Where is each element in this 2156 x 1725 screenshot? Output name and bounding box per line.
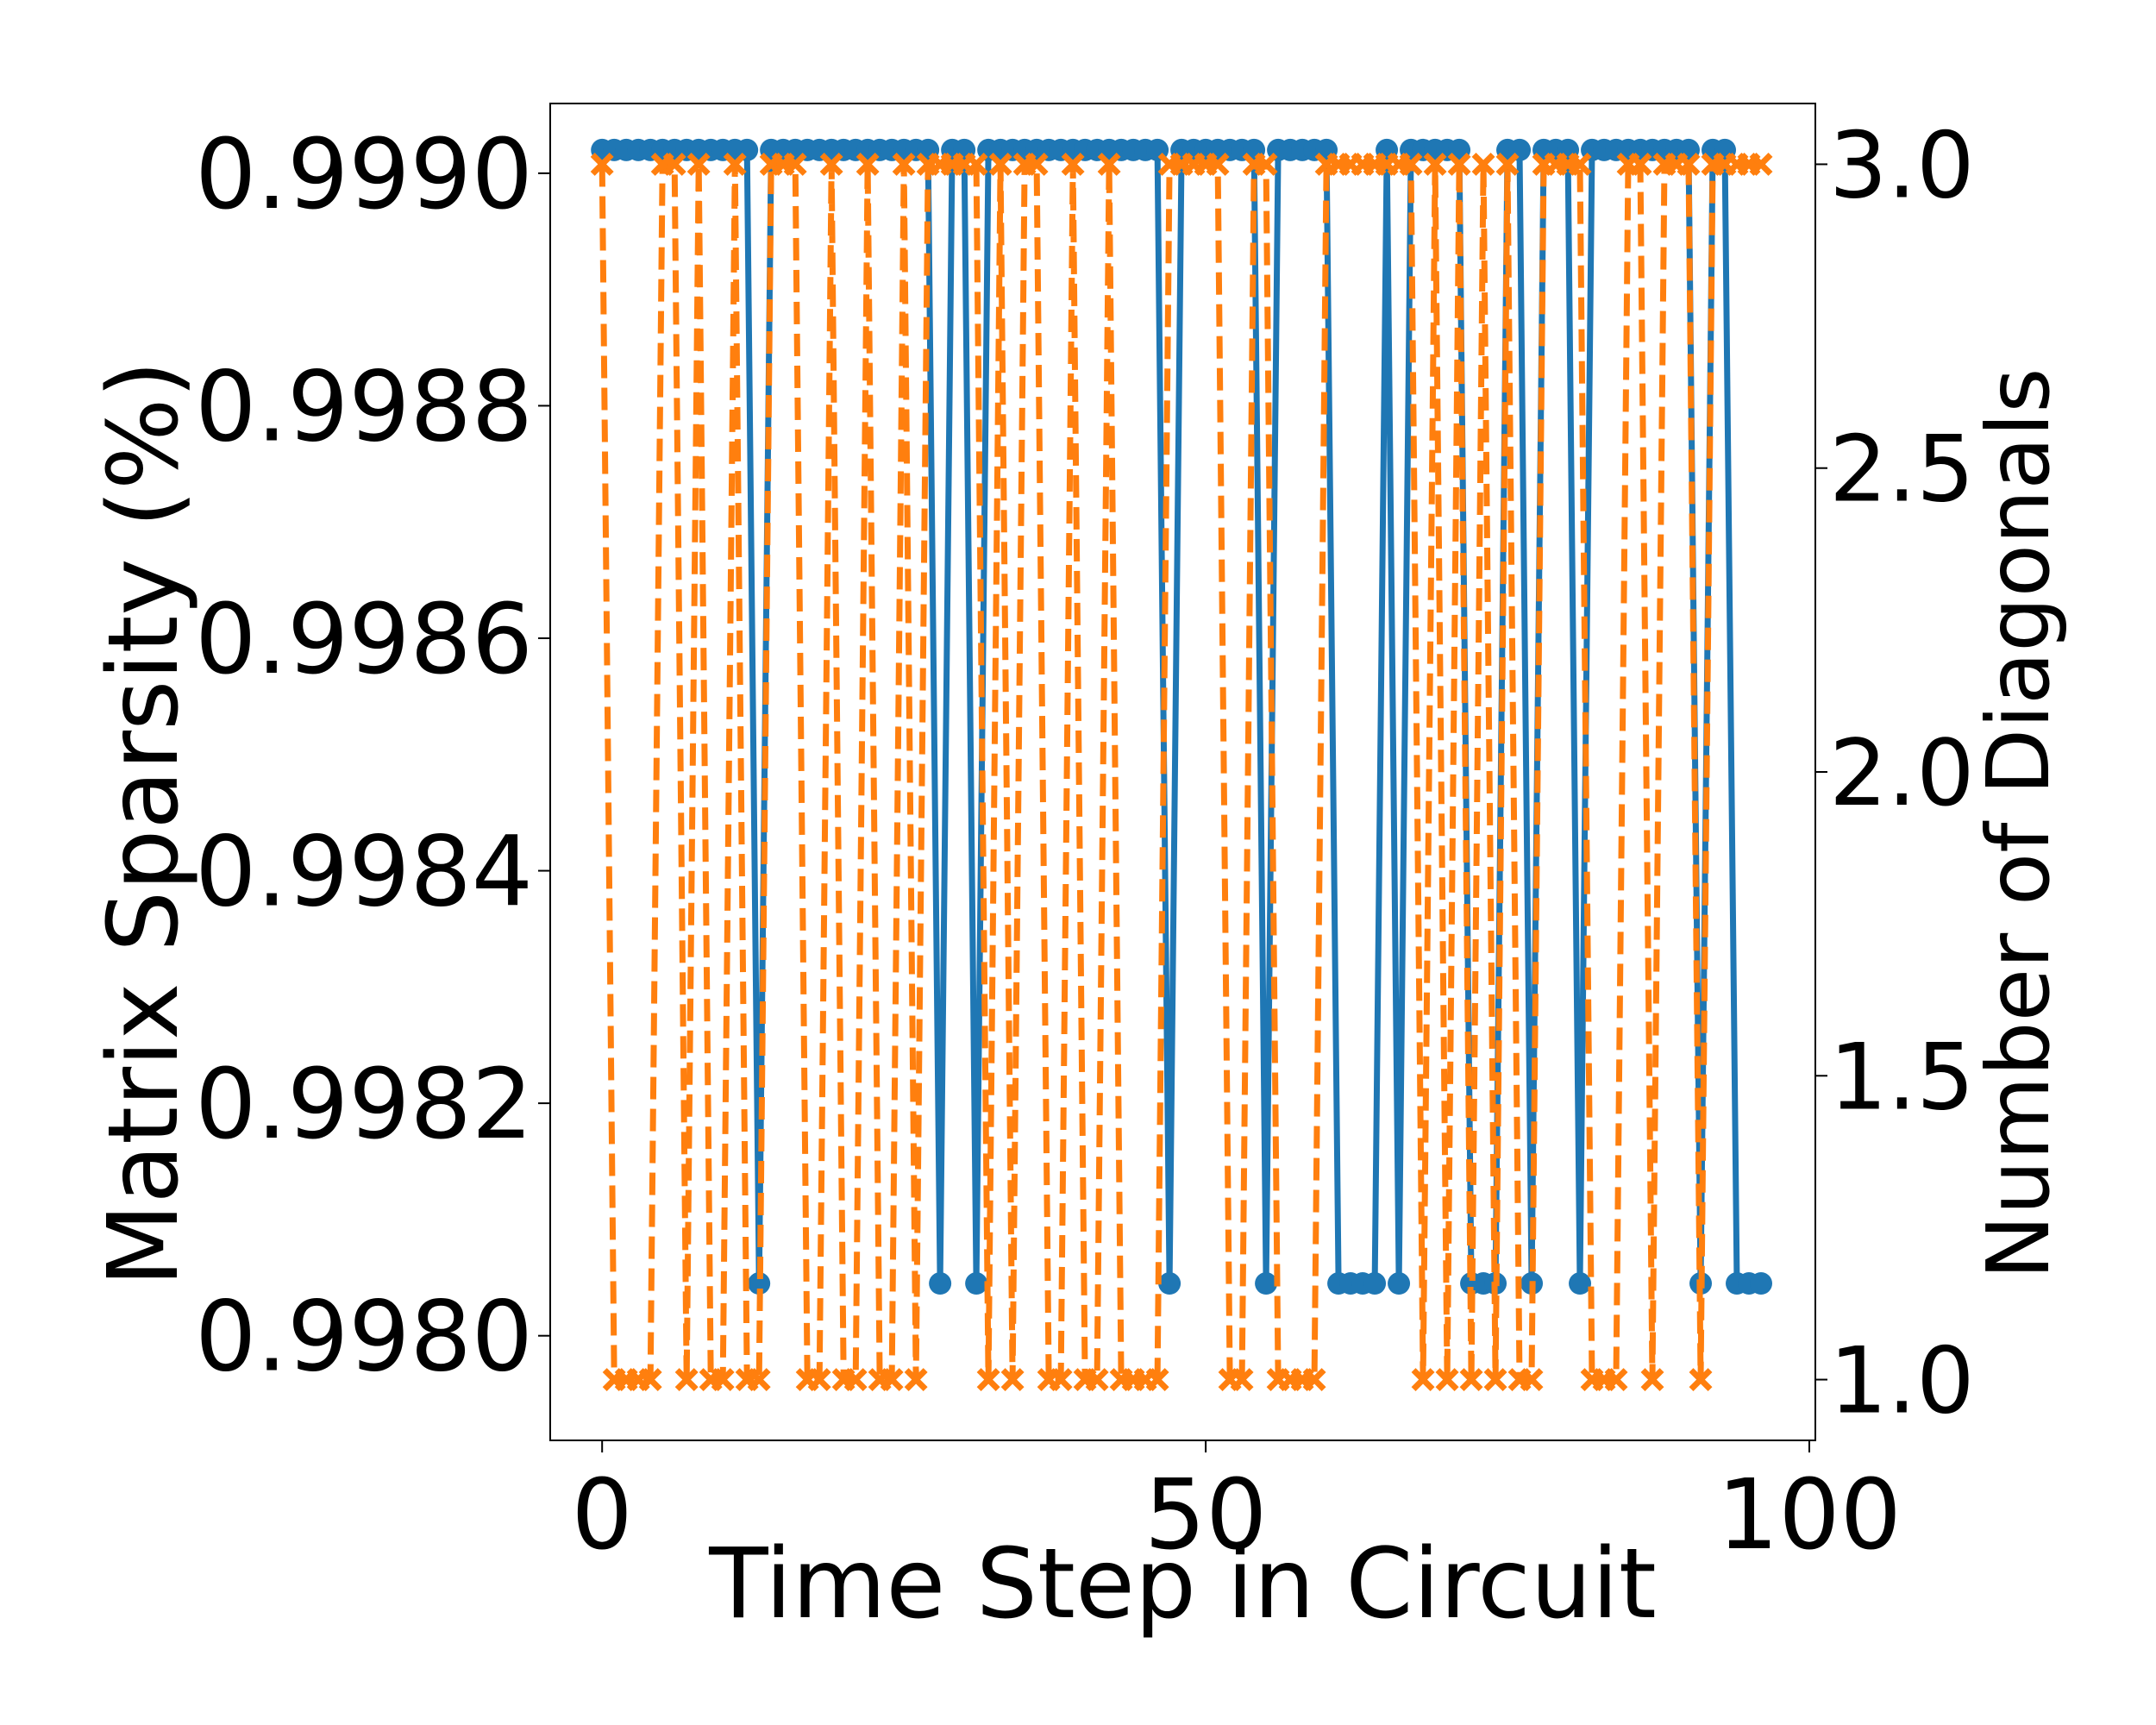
x-tick-label: 50 bbox=[1144, 1459, 1268, 1571]
data-point bbox=[747, 1368, 771, 1392]
data-point bbox=[1049, 1368, 1073, 1392]
data-point bbox=[1061, 152, 1085, 176]
data-point bbox=[1097, 152, 1121, 176]
data-point bbox=[1604, 1368, 1628, 1392]
y2-tick-label: 2.0 bbox=[1829, 720, 1975, 826]
data-point bbox=[1447, 152, 1471, 176]
y-tick-label: 0.9990 bbox=[195, 119, 533, 231]
data-point bbox=[638, 1368, 662, 1392]
data-point bbox=[674, 1368, 699, 1392]
data-point bbox=[1749, 152, 1773, 176]
x-tick-label: 0 bbox=[572, 1459, 633, 1571]
y2-tick-label: 2.5 bbox=[1829, 417, 1975, 523]
data-point bbox=[1206, 152, 1230, 176]
data-point bbox=[807, 1368, 831, 1392]
data-point bbox=[965, 1272, 988, 1295]
data-point bbox=[1471, 152, 1495, 176]
data-point bbox=[1435, 1368, 1459, 1392]
data-point bbox=[1495, 152, 1520, 176]
data-point bbox=[964, 152, 988, 176]
data-point bbox=[783, 152, 807, 176]
data-point bbox=[1459, 1368, 1483, 1392]
data-point bbox=[1677, 152, 1701, 176]
data-point bbox=[1388, 1272, 1411, 1295]
data-point bbox=[1145, 1368, 1169, 1392]
data-point bbox=[988, 152, 1012, 176]
y-tick-label: 0.9982 bbox=[195, 1049, 533, 1161]
data-point bbox=[1230, 1368, 1254, 1392]
data-point bbox=[1689, 1368, 1713, 1392]
data-point bbox=[880, 1368, 904, 1392]
data-point bbox=[748, 1272, 771, 1295]
data-point bbox=[856, 152, 880, 176]
data-point bbox=[711, 1368, 735, 1392]
tick-layer: 0 50 100 0.9980 0.9982 0.9984 0.9986 0.9988 0.99… bbox=[195, 112, 1974, 1571]
data-point bbox=[1423, 152, 1447, 176]
data-point bbox=[904, 1368, 928, 1392]
data-point bbox=[686, 152, 711, 176]
y2-tick-label: 3.0 bbox=[1829, 112, 1975, 218]
y-axis-label: Matrix Sparsity (%) bbox=[88, 361, 200, 1287]
data-point bbox=[1411, 1368, 1435, 1392]
data-point bbox=[1255, 1272, 1278, 1295]
y-tick-label: 0.9980 bbox=[195, 1282, 533, 1394]
data-point bbox=[1750, 1272, 1773, 1295]
data-point bbox=[1399, 152, 1423, 176]
data-point bbox=[1568, 152, 1592, 176]
data-point bbox=[1520, 1368, 1544, 1392]
data-point bbox=[1483, 1368, 1507, 1392]
y2-tick-label: 1.5 bbox=[1829, 1024, 1975, 1130]
data-point bbox=[1254, 152, 1278, 176]
data-point bbox=[929, 1272, 952, 1295]
data-point bbox=[1302, 1368, 1326, 1392]
y2-axis-label: Number of Diagonals bbox=[1968, 368, 2069, 1280]
y-tick-label: 0.9988 bbox=[195, 351, 533, 463]
data-point bbox=[1363, 1272, 1387, 1295]
data-point bbox=[723, 152, 747, 176]
y-tick-label: 0.9986 bbox=[195, 584, 533, 696]
series-layer bbox=[590, 138, 1773, 1392]
x-axis-label: Time Step in Circuit bbox=[708, 1528, 1657, 1640]
data-point bbox=[1569, 1272, 1592, 1295]
y-tick-label: 0.9984 bbox=[195, 817, 533, 929]
data-point bbox=[590, 152, 614, 176]
data-point bbox=[819, 152, 843, 176]
data-point bbox=[1085, 1368, 1109, 1392]
x-tick-label: 100 bbox=[1717, 1459, 1902, 1571]
data-point bbox=[1158, 1272, 1181, 1295]
data-point bbox=[843, 1368, 868, 1392]
data-point bbox=[1000, 1368, 1025, 1392]
data-point bbox=[976, 1368, 1000, 1392]
y2-tick-label: 1.0 bbox=[1829, 1328, 1975, 1434]
data-point bbox=[892, 152, 916, 176]
data-point bbox=[662, 152, 686, 176]
data-point bbox=[1628, 152, 1652, 176]
data-point bbox=[1640, 1368, 1664, 1392]
data-point bbox=[1025, 152, 1049, 176]
